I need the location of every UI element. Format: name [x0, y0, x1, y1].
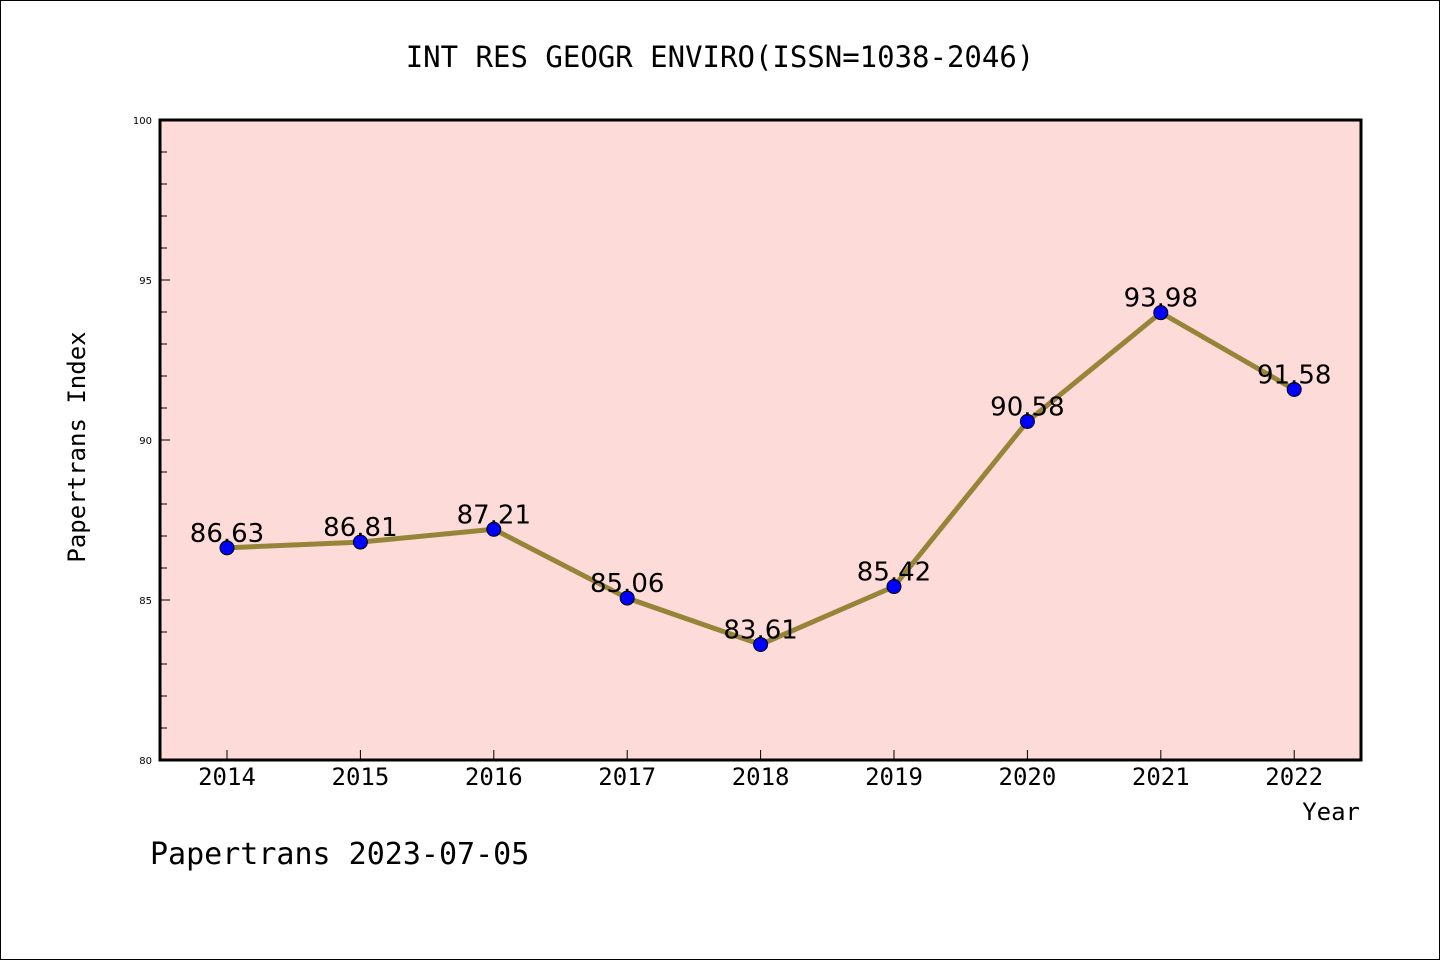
- y-tick-label: 90: [139, 436, 152, 447]
- y-tick-label: 100: [133, 116, 152, 127]
- data-labels: 86.63 86.81 87.21 85.06 83.61 85.42 90.58 93.98…: [190, 284, 1332, 646]
- data-label: 93.98: [1124, 284, 1198, 314]
- y-tick-label: 85: [139, 596, 152, 607]
- x-axis-label: Year: [1302, 798, 1360, 826]
- data-point: [753, 636, 769, 652]
- data-label: 90.58: [990, 392, 1064, 422]
- data-label: 86.63: [190, 519, 264, 549]
- x-tick-label: 2019: [865, 763, 923, 791]
- data-point: [619, 590, 635, 606]
- x-tick-label: 2021: [1132, 763, 1190, 791]
- x-tick-label: 2018: [732, 763, 790, 791]
- y-tick-label: 95: [139, 276, 152, 287]
- x-tick-label: 2014: [198, 763, 256, 791]
- y-axis-label: Papertrans Index: [63, 331, 91, 562]
- data-label: 83.61: [723, 615, 797, 645]
- footer-credit: Papertrans 2023-07-05: [150, 837, 529, 872]
- data-point: [219, 540, 235, 556]
- x-axis: 2014 2015 2016 2017 2018 2019 2020 2021 2022: [198, 750, 1323, 791]
- x-tick-label: 2020: [999, 763, 1057, 791]
- data-markers: [219, 305, 1302, 652]
- x-tick-label: 2015: [332, 763, 390, 791]
- data-label: 85.42: [857, 558, 931, 588]
- data-point: [1286, 381, 1302, 397]
- data-label: 85.06: [590, 569, 664, 599]
- data-label: 86.81: [323, 513, 397, 543]
- chart-title: INT RES GEOGR ENVIRO(ISSN=1038-2046): [406, 40, 1035, 74]
- y-axis: 80 85 90 95 100: [133, 116, 170, 767]
- y-tick-label: 80: [139, 756, 152, 767]
- plot-area: [158, 118, 1363, 762]
- x-tick-label: 2016: [465, 763, 523, 791]
- data-point: [886, 579, 902, 595]
- data-label: 91.58: [1257, 360, 1331, 390]
- data-label: 87.21: [457, 500, 531, 530]
- data-point: [352, 534, 368, 550]
- x-tick-label: 2017: [598, 763, 656, 791]
- data-point: [1153, 305, 1169, 321]
- data-point: [1019, 413, 1035, 429]
- data-point: [486, 521, 502, 537]
- x-tick-label: 2022: [1265, 763, 1323, 791]
